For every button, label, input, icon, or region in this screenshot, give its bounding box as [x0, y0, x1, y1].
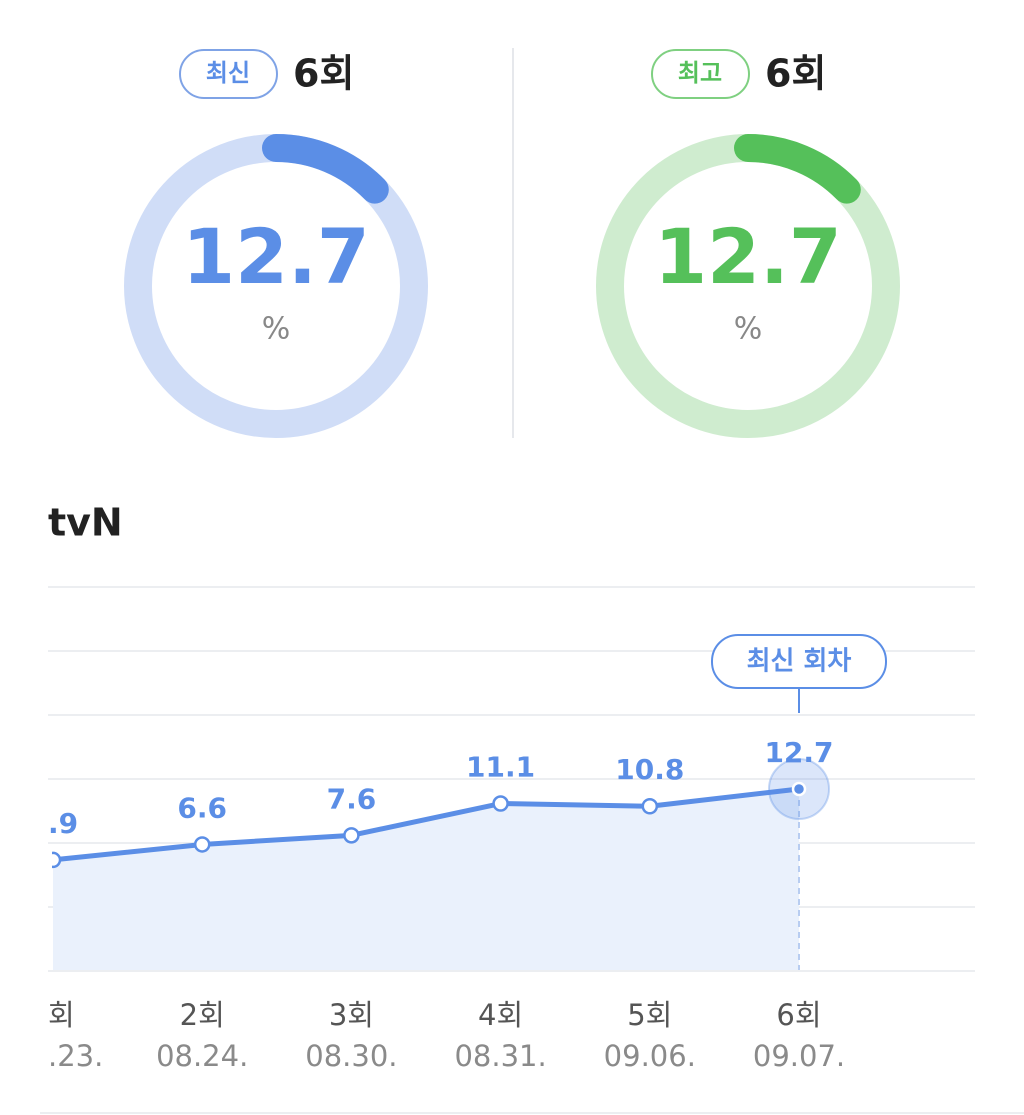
x-date-label: 08.24. [156, 1039, 248, 1073]
latest-unit: % [262, 312, 291, 347]
latest-value: 12.7 [182, 212, 370, 301]
x-date-label: 09.06. [604, 1039, 696, 1073]
x-date-label: 08.31. [454, 1039, 546, 1073]
plot [52, 757, 830, 970]
badge-best [651, 49, 750, 99]
area [53, 788, 799, 970]
badge-latest-text: 최신 [206, 59, 250, 87]
value-label: 11.1 [466, 751, 535, 784]
annotation: 최신 회차 [747, 647, 852, 677]
x-tick-label: 3회 [329, 998, 374, 1032]
best-unit: % [734, 312, 763, 347]
point [492, 795, 509, 812]
badge-best-text: 최고 [678, 59, 722, 87]
best-value: 12.7 [654, 212, 842, 301]
x-tick-label: 회 [48, 998, 75, 1032]
badge-latest [179, 49, 278, 99]
donut-arc [734, 134, 861, 204]
x-date-label: 08.30. [305, 1039, 397, 1073]
point [343, 827, 360, 844]
value-label: 10.8 [615, 753, 684, 786]
value-label: .9 [48, 807, 78, 840]
point [52, 851, 62, 869]
annotation-box [711, 634, 887, 689]
point [641, 797, 659, 815]
x-tick-label: 4회 [478, 998, 523, 1032]
point [791, 781, 807, 797]
x-tick-label: 5회 [627, 998, 672, 1032]
x-date-label: 09.07. [753, 1039, 845, 1073]
donut-arc [262, 134, 389, 204]
x-date-label: .23. [48, 1039, 103, 1073]
x-tick-label: 6회 [776, 998, 821, 1032]
line [52, 786, 800, 863]
value-label: 7.6 [327, 782, 377, 815]
value-label: 12.7 [764, 736, 833, 769]
x-tick-label: 2회 [180, 998, 225, 1032]
chart-title: tvN [48, 501, 123, 545]
latest-episode: 6회 [293, 52, 354, 96]
point [193, 836, 211, 853]
best-episode: 6회 [765, 52, 826, 96]
value-label: 6.6 [177, 791, 227, 824]
